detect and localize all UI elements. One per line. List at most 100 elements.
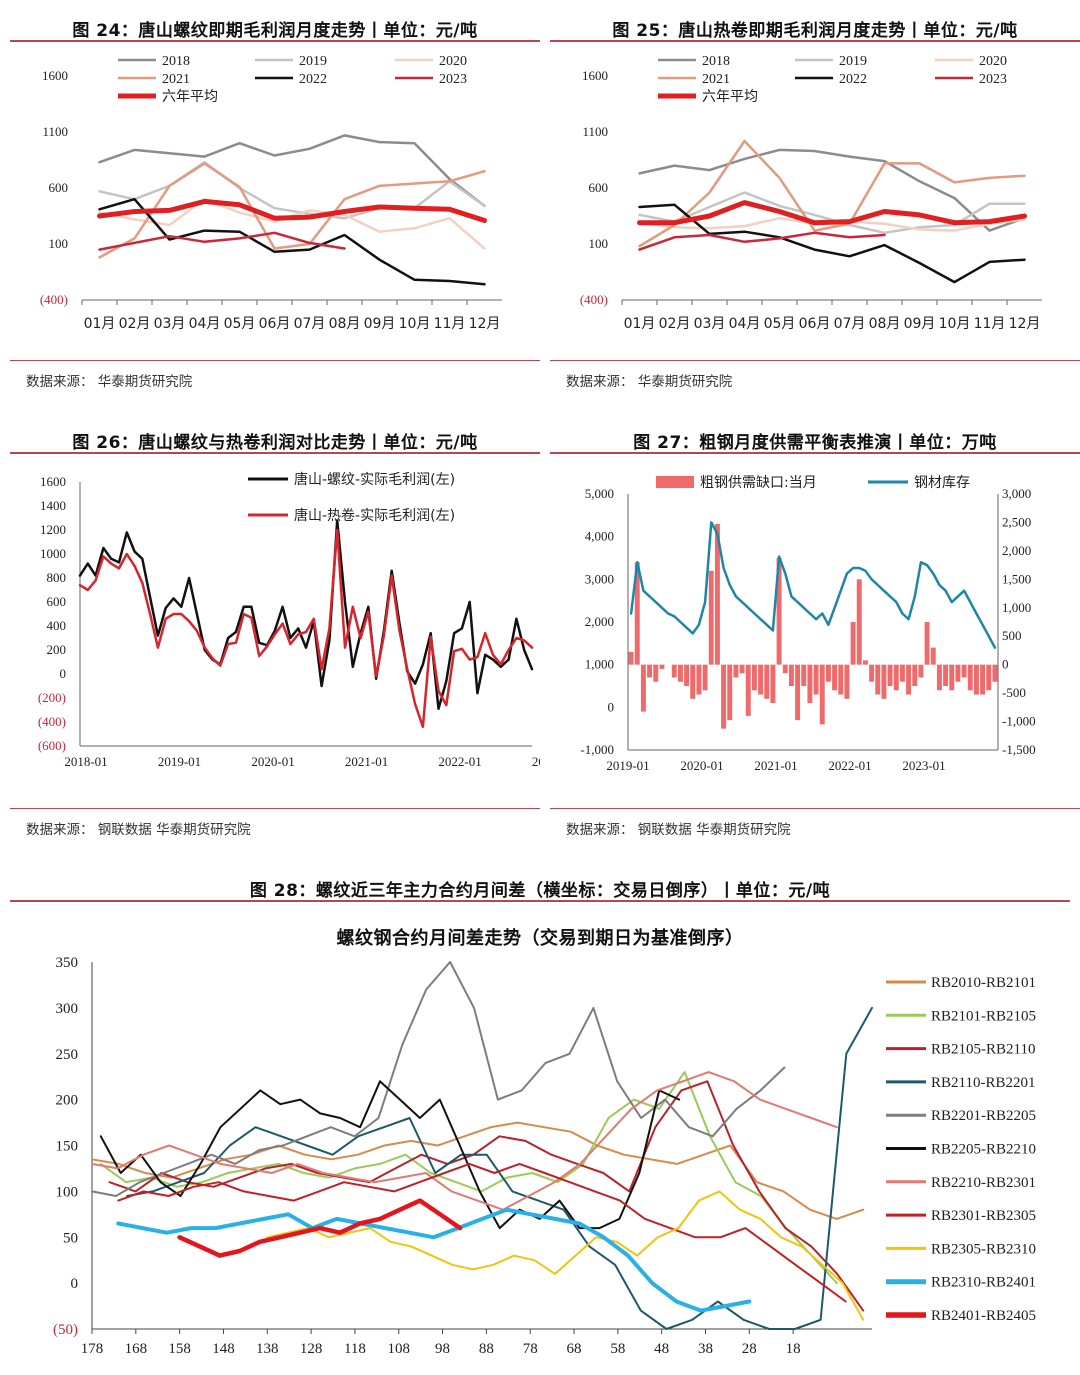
bar: [776, 558, 782, 665]
figure-27-panel: 图 27：粗钢月度供需平衡表推演丨单位：万吨 5,000 4,000 3,000 2,…: [550, 410, 1080, 850]
legend-label: 钢材库存: [914, 475, 970, 491]
x-tick-label: 2021-01: [754, 758, 797, 773]
y-tick-label: 100: [49, 236, 69, 251]
figure-25-panel: 图 25：唐山热卷即期毛利润月度走势丨单位：元/吨 1600 1100 600 100…: [550, 0, 1080, 400]
right-y-tick-label: 500: [1002, 628, 1022, 643]
bar: [881, 664, 887, 699]
legend-label: 2022: [839, 72, 867, 87]
y-tick-label: (400): [40, 292, 68, 307]
bar: [930, 647, 936, 665]
x-tick-label: 178: [81, 1341, 104, 1357]
x-tick-label: 03月: [694, 316, 726, 332]
series-line-RB2210-RB2301: [91, 1071, 838, 1211]
legend-label: 2023: [979, 72, 1007, 87]
legend-label: RB2201-RB2205: [931, 1108, 1036, 1124]
bar: [893, 664, 899, 691]
series-line-2018: [638, 148, 1026, 232]
bar: [949, 664, 955, 691]
legend-label: RB2401-RB2405: [931, 1308, 1036, 1324]
bar: [647, 664, 653, 678]
right-y-tick-label: -1,500: [1002, 742, 1036, 757]
x-tick-label: 2023-01: [902, 758, 945, 773]
legend-label: 2020: [979, 54, 1007, 69]
series-line-RB2110-RB2201: [126, 1006, 873, 1330]
left-y-tick-label: 4,000: [585, 529, 614, 544]
x-tick-label: 01月: [84, 316, 116, 332]
figure-26-title: 图 26：唐山螺纹与热卷利润对比走势丨单位：元/吨: [72, 433, 478, 453]
x-tick-label: 09月: [364, 316, 396, 332]
x-tick-label: 04月: [729, 316, 761, 332]
figure-27-bottom-rule: [550, 808, 1080, 809]
bar: [955, 664, 961, 682]
y-tick-label: 600: [47, 594, 67, 609]
series-line-六年平均: [637, 200, 1027, 226]
bar: [758, 664, 764, 695]
bar: [677, 664, 683, 682]
x-tick-label: 05月: [764, 316, 796, 332]
figure-26-bottom-rule: [10, 808, 540, 809]
right-y-tick-label: 1,000: [1002, 600, 1031, 615]
x-tick-label: 2020-01: [680, 758, 723, 773]
figure-27-top-rule: [550, 452, 1080, 454]
x-tick-label: 128: [300, 1341, 323, 1357]
figure-24-top-rule: [10, 40, 540, 42]
x-tick-label: 11月: [434, 316, 466, 332]
x-tick-label: 168: [125, 1341, 148, 1357]
series-line-0: [78, 519, 534, 711]
x-tick-label: 08月: [329, 316, 361, 332]
x-tick-label: 98: [435, 1341, 450, 1357]
y-tick-label: 150: [56, 1139, 79, 1155]
figure-24-title: 图 24：唐山螺纹即期毛利润月度走势丨单位：元/吨: [72, 21, 478, 41]
legend-label: RB2010-RB2101: [931, 975, 1036, 991]
right-y-tick-label: -500: [1002, 685, 1026, 700]
figure-24-bottom-rule: [10, 360, 540, 361]
x-tick-label: 05月: [224, 316, 256, 332]
figure-27-source: 数据来源： 钢联数据 华泰期货研究院: [566, 822, 791, 838]
legend-label: 六年平均: [162, 89, 218, 105]
figure-26-source: 数据来源： 钢联数据 华泰期货研究院: [26, 822, 251, 838]
x-tick-label: 09月: [904, 316, 936, 332]
figure-24-panel: 图 24：唐山螺纹即期毛利润月度走势丨单位：元/吨 1600 1100 600 100…: [10, 0, 540, 400]
bar: [702, 664, 708, 691]
series-line-2023: [638, 231, 886, 251]
left-y-tick-label: 2,000: [585, 614, 614, 629]
bar: [659, 664, 665, 669]
legend-label: 2021: [162, 72, 190, 87]
bar: [807, 664, 813, 704]
series-line-2019: [98, 160, 486, 220]
bar: [899, 664, 905, 682]
figure-27-chart: 5,000 4,000 3,000 2,000 1,000 0 -1,000 3,000 2,5…: [580, 475, 1036, 773]
x-tick-label: 108: [387, 1341, 410, 1357]
bar: [869, 664, 875, 682]
y-tick-label: 1600: [42, 68, 68, 83]
legend-label: 2018: [702, 54, 730, 69]
bar: [690, 664, 696, 699]
bar: [862, 660, 868, 665]
y-tick-label: 1400: [40, 498, 66, 513]
legend-label: RB2301-RB2305: [931, 1208, 1036, 1224]
x-tick-label: 18: [786, 1341, 801, 1357]
series-line-2022: [638, 203, 1026, 284]
legend-label: 2020: [439, 54, 467, 69]
bar: [844, 664, 850, 699]
bar: [819, 664, 825, 725]
left-y-tick-label: 0: [608, 699, 615, 714]
bar: [788, 664, 794, 686]
series-line-2021: [638, 139, 1026, 248]
figure-28-top-rule: [10, 900, 1070, 902]
y-tick-label: 600: [589, 180, 609, 195]
bar: [986, 664, 992, 691]
bar: [875, 664, 881, 695]
x-tick-label: 2022-01: [438, 754, 481, 769]
bar: [739, 664, 745, 674]
bar: [967, 664, 973, 691]
legend-label: 2019: [839, 54, 867, 69]
x-tick-label: 07月: [834, 316, 866, 332]
series-line-2018: [98, 134, 486, 208]
bar: [745, 664, 751, 716]
series-line-RB2105-RB2110: [108, 1080, 865, 1312]
right-y-tick-label: -1,000: [1002, 714, 1036, 729]
x-tick-label: 04月: [189, 316, 221, 332]
bar: [721, 664, 727, 729]
bar: [733, 664, 739, 678]
